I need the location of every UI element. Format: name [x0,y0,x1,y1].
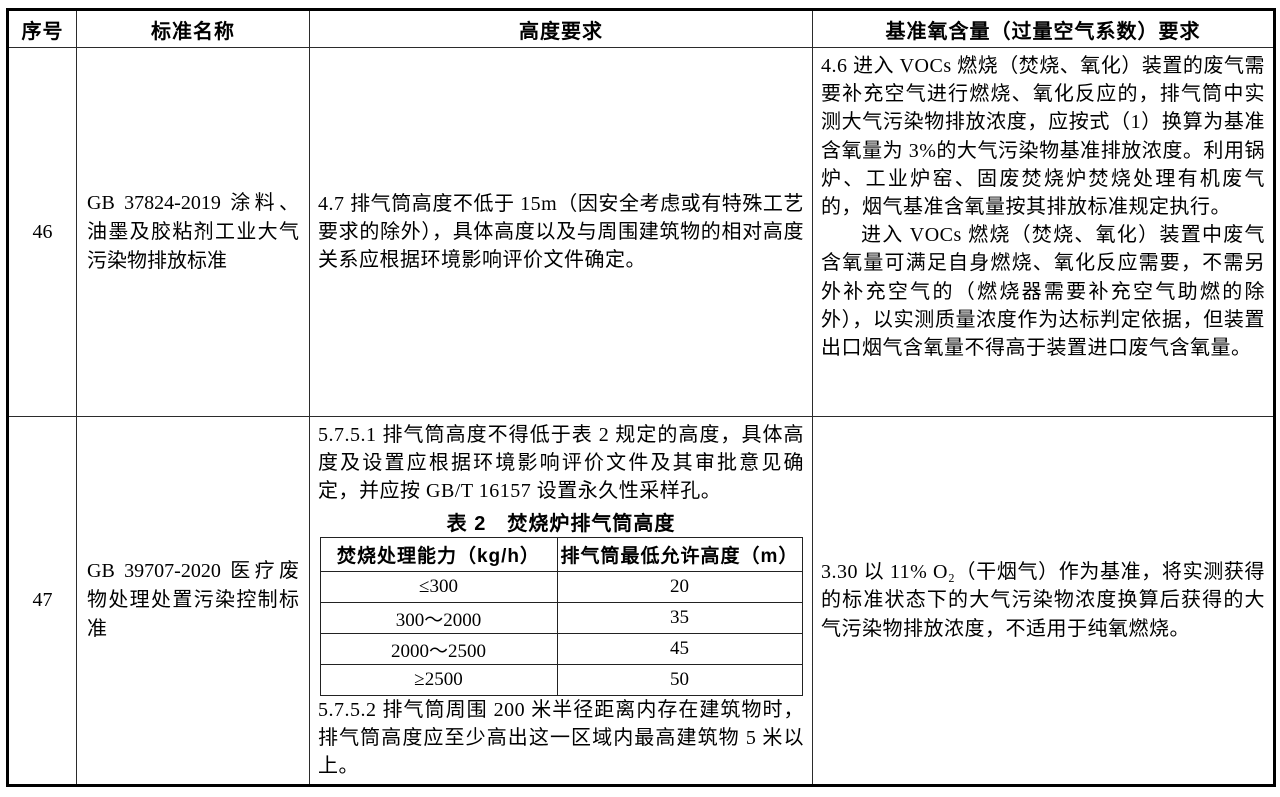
oxygen-paragraph-2: 进入 VOCs 燃烧（焚烧、氧化）装置中废气含氧量可满足自身燃烧、氧化反应需要，… [821,224,1265,360]
height-requirement-cell: 5.7.5.1 排气筒高度不得低于表 2 规定的高度，具体高度及设置应根据环境影… [309,416,813,786]
column-header-height-requirement: 高度要求 [309,9,813,48]
inner-header-row: 焚烧处理能力（kg/h） 排气筒最低允许高度（m） [319,537,803,572]
row-index-number: 47 [7,416,77,786]
inner-column-header-capacity: 焚烧处理能力（kg/h） [319,537,558,572]
oxygen-requirement-cell: 4.6 进入 VOCs 燃烧（焚烧、氧化）装置的废气需要补充空气进行燃烧、氧化反… [812,47,1275,417]
height-intro-paragraph: 5.7.5.1 排气筒高度不得低于表 2 规定的高度，具体高度及设置应根据环境影… [318,424,804,502]
column-header-oxygen-requirement: 基准氧含量（过量空气系数）要求 [812,9,1275,48]
incinerator-stack-height-table: 焚烧处理能力（kg/h） 排气筒最低允许高度（m） ≤300 20 300～20… [319,537,803,696]
inner-table-row: ≤300 20 [319,571,803,603]
standard-name-text: GB 37824-2019 涂料、油墨及胶粘剂工业大气污染物排放标准 [76,47,310,417]
inner-table-caption: 表 2 焚烧炉排气筒高度 [446,513,676,535]
min-height-value: 50 [556,664,803,696]
capacity-value: ≥2500 [319,664,558,696]
capacity-value: ≤300 [319,571,558,603]
standard-name-text: GB 39707-2020 医疗废物处理处置污染控制标准 [76,416,310,786]
capacity-value: 2000～2500 [319,633,558,665]
table-row-46: 46 GB 37824-2019 涂料、油墨及胶粘剂工业大气污染物排放标准 4.… [7,47,1275,417]
inner-table-row: ≥2500 50 [319,664,803,696]
inner-table-row: 300～2000 35 [319,602,803,634]
capacity-value: 300～2000 [319,602,558,634]
height-requirement-paragraph: 4.7 排气筒高度不低于 15m（因安全考虑或有特殊工艺要求的除外），具体高度以… [318,193,804,271]
oxygen-requirement-cell: 3.30 以 11% O₂（干烟气）作为基准，将实测获得的标准状态下的大气污染物… [812,416,1275,786]
min-height-value: 35 [556,602,803,634]
min-height-value: 20 [556,571,803,603]
height-requirement-cell: 4.7 排气筒高度不低于 15m（因安全考虑或有特殊工艺要求的除外），具体高度以… [309,47,813,417]
min-height-value: 45 [556,633,803,665]
header-row: 序号 标准名称 高度要求 基准氧含量（过量空气系数）要求 [7,9,1275,48]
column-header-standard-name: 标准名称 [76,9,310,48]
oxygen-paragraph-1: 4.6 进入 VOCs 燃烧（焚烧、氧化）装置的废气需要补充空气进行燃烧、氧化反… [821,55,1265,219]
inner-table-row: 2000～2500 45 [319,633,803,665]
height-outro-paragraph: 5.7.5.2 排气筒周围 200 米半径距离内存在建筑物时，排气筒高度应至少高… [318,699,804,777]
standards-table: 序号 标准名称 高度要求 基准氧含量（过量空气系数）要求 46 GB 37824… [6,8,1276,787]
column-header-index: 序号 [7,9,77,48]
inner-column-header-min-height: 排气筒最低允许高度（m） [556,537,803,572]
table-row-47: 47 GB 39707-2020 医疗废物处理处置污染控制标准 5.7.5.1 … [7,416,1275,786]
oxygen-paragraph: 3.30 以 11% O₂（干烟气）作为基准，将实测获得的标准状态下的大气污染物… [821,561,1265,640]
row-index-number: 46 [7,47,77,417]
